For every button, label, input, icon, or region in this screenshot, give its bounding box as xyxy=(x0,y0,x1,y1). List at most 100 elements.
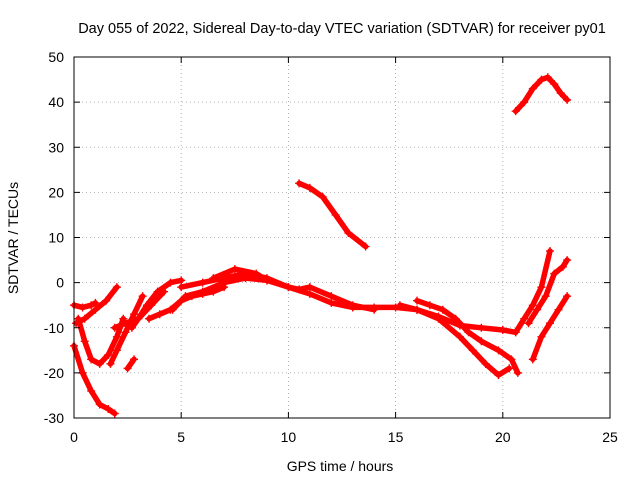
x-tick-label: 20 xyxy=(495,429,511,445)
y-tick-label: 20 xyxy=(48,184,64,200)
data-point xyxy=(130,355,139,364)
y-axis-label: SDTVAR / TECUs xyxy=(5,182,21,294)
data-point xyxy=(477,323,486,332)
data-point xyxy=(284,283,293,292)
data-point xyxy=(110,409,119,418)
series-line xyxy=(124,356,137,372)
y-tick-label: 50 xyxy=(48,49,64,65)
data-point xyxy=(295,179,304,188)
data-point xyxy=(91,305,100,314)
series-track-10 xyxy=(145,283,229,323)
data-point xyxy=(537,75,546,84)
data-point xyxy=(563,256,572,265)
data-point xyxy=(455,332,464,341)
data-point xyxy=(198,278,207,287)
data-point xyxy=(331,210,340,219)
data-point xyxy=(413,305,422,314)
data-point xyxy=(80,314,89,323)
data-point xyxy=(511,107,520,116)
series-track-2 xyxy=(74,314,128,368)
data-point xyxy=(413,296,422,305)
data-point xyxy=(123,364,132,373)
data-point xyxy=(209,274,218,283)
series-track-4 xyxy=(72,283,121,328)
data-point xyxy=(166,305,175,314)
x-tick-label: 10 xyxy=(281,429,297,445)
data-point xyxy=(91,298,100,307)
data-point xyxy=(563,292,572,301)
y-tick-label: 0 xyxy=(56,275,64,291)
data-point xyxy=(177,296,186,305)
data-point xyxy=(327,292,336,301)
data-point xyxy=(558,262,567,271)
series-track-7 xyxy=(123,355,139,373)
data-point xyxy=(102,296,111,305)
data-point xyxy=(318,192,327,201)
data-point xyxy=(528,355,537,364)
data-point xyxy=(507,355,516,364)
data-point xyxy=(134,314,143,323)
series-track-19 xyxy=(528,292,572,364)
x-tick-label: 15 xyxy=(388,429,404,445)
data-point xyxy=(370,305,379,314)
data-point xyxy=(494,346,503,355)
data-point xyxy=(537,283,546,292)
data-point xyxy=(295,285,304,294)
data-point xyxy=(550,80,559,89)
data-point xyxy=(344,228,353,237)
data-point xyxy=(477,337,486,346)
data-point xyxy=(533,305,542,314)
series-track-5 xyxy=(106,292,147,368)
data-point xyxy=(438,305,447,314)
series-line xyxy=(71,343,118,417)
data-point xyxy=(106,359,115,368)
series-line xyxy=(397,302,512,378)
data-point xyxy=(520,98,529,107)
data-point xyxy=(464,328,473,337)
data-point xyxy=(468,346,477,355)
data-point xyxy=(481,359,490,368)
data-point xyxy=(528,301,537,310)
data-point xyxy=(121,319,130,328)
data-point xyxy=(104,350,113,359)
data-point xyxy=(112,332,121,341)
data-point xyxy=(110,323,119,332)
data-point xyxy=(554,305,563,314)
data-point xyxy=(112,283,121,292)
data-point xyxy=(425,301,434,310)
y-tick-label: -10 xyxy=(44,320,64,336)
data-point xyxy=(361,242,370,251)
data-point xyxy=(230,265,239,274)
x-axis-label: GPS time / hours xyxy=(287,458,394,474)
data-point xyxy=(95,359,104,368)
grid-lines xyxy=(74,57,610,418)
data-point xyxy=(104,404,113,413)
series-track-17 xyxy=(511,247,554,337)
data-point xyxy=(434,314,443,323)
y-tick-label: -20 xyxy=(44,365,64,381)
data-point xyxy=(220,283,229,292)
y-tick-label: 30 xyxy=(48,139,64,155)
data-point xyxy=(545,247,554,256)
data-point xyxy=(537,332,546,341)
data-point xyxy=(305,283,314,292)
series-track-12 xyxy=(209,265,271,285)
data-series xyxy=(70,73,572,418)
data-point xyxy=(209,287,218,296)
series-track-13 xyxy=(295,179,370,251)
data-point xyxy=(545,319,554,328)
series-track-16 xyxy=(511,73,572,116)
data-point xyxy=(87,355,96,364)
x-tick-label: 0 xyxy=(70,429,78,445)
series-track-15 xyxy=(413,296,522,377)
data-point xyxy=(505,364,514,373)
series-track-18 xyxy=(524,256,572,328)
data-point xyxy=(78,303,87,312)
series-track-11 xyxy=(177,269,379,314)
data-point xyxy=(563,95,572,104)
series-line xyxy=(71,300,99,311)
data-point xyxy=(177,283,186,292)
series-track-14 xyxy=(395,301,514,380)
data-point xyxy=(177,276,186,285)
